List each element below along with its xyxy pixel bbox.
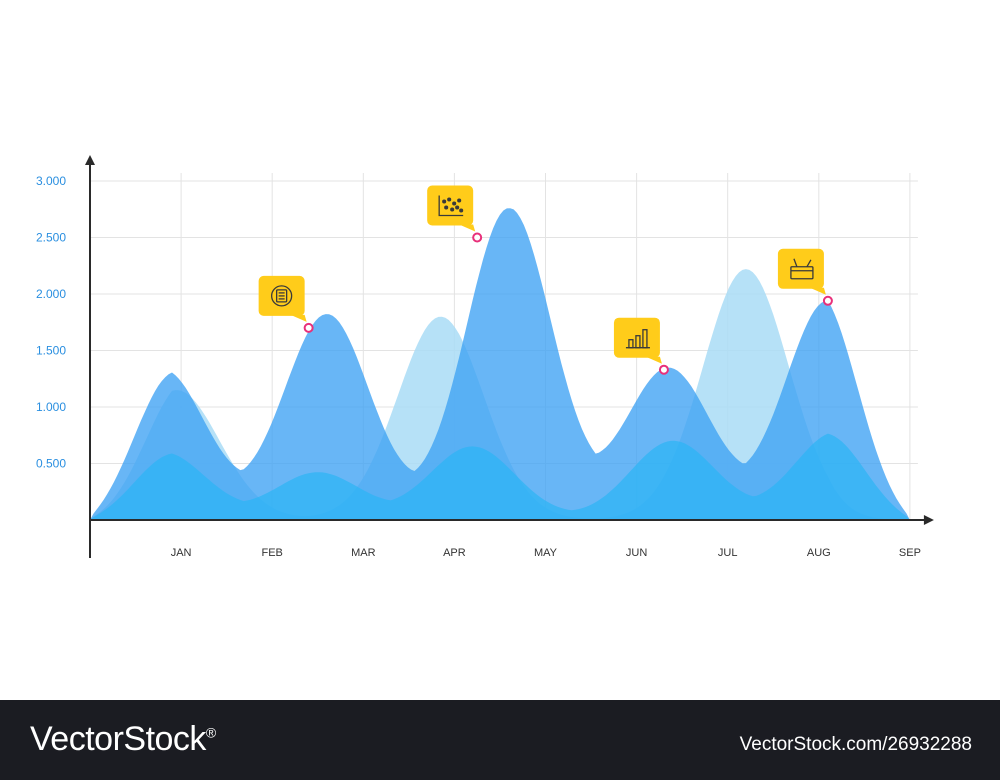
y-tick-label: 1.000 xyxy=(36,400,66,414)
callout xyxy=(258,275,314,333)
callout xyxy=(613,317,669,375)
callout-tail xyxy=(645,356,662,364)
data-point-marker xyxy=(822,295,833,306)
data-point-marker xyxy=(472,232,483,243)
y-axis-arrow xyxy=(85,155,95,165)
area-series-3 xyxy=(90,433,910,520)
area-series-2 xyxy=(90,208,910,520)
y-tick-label: 3.000 xyxy=(36,174,66,188)
callout-tail xyxy=(809,287,826,295)
x-tick-label: FEB xyxy=(261,547,282,559)
axes xyxy=(85,155,934,558)
y-tick-label: 0.500 xyxy=(36,457,66,471)
area-chart: 0.500 1.000 1.500 2.000 2.500 3.000 JAN FEB MAR… xyxy=(36,155,934,559)
x-axis-arrow xyxy=(923,515,934,525)
y-tick-label: 1.500 xyxy=(36,344,66,358)
callout-box xyxy=(427,185,474,226)
area-series xyxy=(90,208,910,520)
callout-box xyxy=(613,317,660,358)
x-tick-label: JAN xyxy=(171,547,192,559)
callout-tail xyxy=(459,224,476,232)
registered-mark: ® xyxy=(205,724,216,741)
x-tick-label: SEP xyxy=(899,547,921,559)
data-point-marker xyxy=(303,322,314,333)
x-tick-label: JUL xyxy=(718,547,738,559)
x-tick-label: MAR xyxy=(351,547,376,559)
x-tick-labels: JAN FEB MAR APR MAY JUN JUL AUG SEP xyxy=(171,547,921,559)
toolbox-icon xyxy=(790,258,814,280)
dot-plot-icon xyxy=(438,195,464,217)
brand-logo: VectorStock® xyxy=(30,720,216,759)
x-tick-label: APR xyxy=(443,547,466,559)
callout xyxy=(427,185,483,243)
brand-name: VectorStock xyxy=(30,720,206,758)
x-tick-label: JUN xyxy=(626,547,647,559)
y-tick-label: 2.500 xyxy=(36,231,66,245)
x-tick-label: MAY xyxy=(534,547,558,559)
callout xyxy=(777,248,833,306)
footer-bar: VectorStock® VectorStock.com/26932288 xyxy=(0,700,1000,780)
target-calculator-icon xyxy=(270,285,293,307)
x-tick-label: AUG xyxy=(807,547,831,559)
callout-box xyxy=(777,248,824,289)
image-id: VectorStock.com/26932288 xyxy=(739,734,972,755)
callout-tail xyxy=(290,314,307,322)
callouts xyxy=(258,185,833,375)
y-tick-labels: 0.500 1.000 1.500 2.000 2.500 3.000 xyxy=(36,174,66,471)
y-tick-label: 2.000 xyxy=(36,287,66,301)
data-point-marker xyxy=(658,364,669,375)
bar-chart-icon xyxy=(625,329,650,349)
